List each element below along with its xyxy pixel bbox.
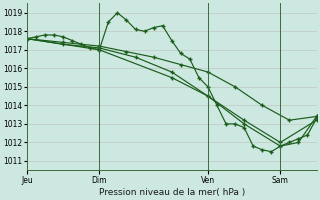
X-axis label: Pression niveau de la mer( hPa ): Pression niveau de la mer( hPa ) — [99, 188, 245, 197]
